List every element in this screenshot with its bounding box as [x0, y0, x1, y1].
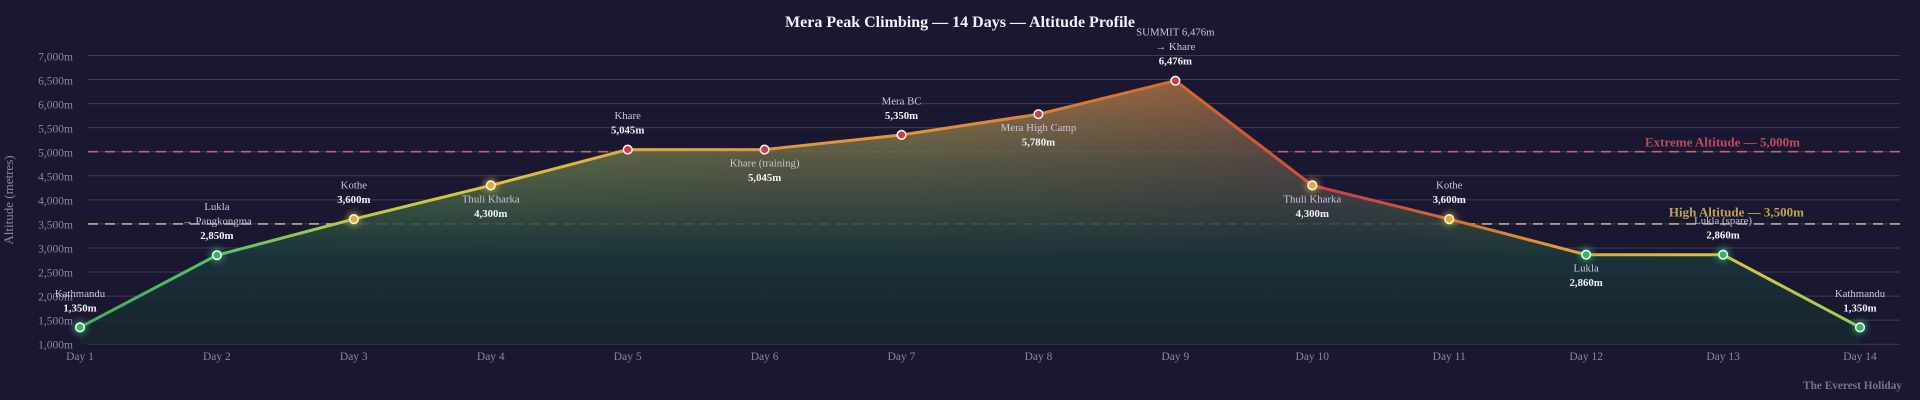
svg-text:Extreme Altitude — 5,000m: Extreme Altitude — 5,000m — [1645, 135, 1800, 150]
svg-text:5,045m: 5,045m — [748, 172, 781, 184]
svg-text:Day 3: Day 3 — [340, 351, 368, 363]
svg-text:4,000m: 4,000m — [38, 196, 73, 208]
svg-text:Day 10: Day 10 — [1296, 351, 1330, 363]
svg-text:2,860m: 2,860m — [1706, 230, 1739, 242]
svg-text:Lukla: Lukla — [204, 201, 229, 213]
svg-text:Day 2: Day 2 — [203, 351, 231, 363]
svg-text:1,500m: 1,500m — [38, 316, 73, 328]
svg-text:Altitude (metres): Altitude (metres) — [1, 155, 16, 244]
svg-text:→ Pangkongma: → Pangkongma — [182, 216, 252, 228]
svg-text:Mera Peak Climbing — 14 Days —: Mera Peak Climbing — 14 Days — Altitude … — [785, 14, 1135, 31]
svg-text:Day 9: Day 9 — [1162, 351, 1190, 363]
svg-text:Lukla (spare): Lukla (spare) — [1694, 215, 1752, 227]
svg-text:6,500m: 6,500m — [38, 76, 73, 88]
svg-text:Day 6: Day 6 — [751, 351, 779, 363]
svg-text:Day 13: Day 13 — [1706, 351, 1740, 363]
svg-text:2,860m: 2,860m — [1570, 277, 1603, 289]
svg-text:4,300m: 4,300m — [1296, 208, 1329, 220]
svg-text:2,500m: 2,500m — [38, 268, 73, 280]
svg-text:Kathmandu: Kathmandu — [1835, 288, 1886, 300]
svg-text:5,045m: 5,045m — [611, 125, 644, 137]
svg-text:SUMMIT 6,476m: SUMMIT 6,476m — [1136, 27, 1215, 39]
svg-text:1,350m: 1,350m — [1843, 302, 1876, 314]
svg-text:5,500m: 5,500m — [38, 124, 73, 136]
svg-text:3,600m: 3,600m — [1433, 194, 1466, 206]
svg-text:Lukla: Lukla — [1574, 263, 1599, 275]
svg-text:Thuli Kharka: Thuli Kharka — [462, 193, 520, 205]
svg-text:Day 14: Day 14 — [1843, 351, 1877, 363]
svg-text:2,850m: 2,850m — [200, 230, 233, 242]
svg-text:5,780m: 5,780m — [1022, 137, 1055, 149]
svg-text:Khare: Khare — [614, 110, 641, 122]
svg-text:Kothe: Kothe — [1436, 180, 1463, 192]
svg-text:Day 11: Day 11 — [1433, 351, 1466, 363]
svg-text:Day 7: Day 7 — [888, 351, 916, 363]
svg-text:Day 1: Day 1 — [66, 351, 94, 363]
svg-text:5,000m: 5,000m — [38, 148, 73, 160]
svg-text:Kothe: Kothe — [341, 180, 368, 192]
svg-text:5,350m: 5,350m — [885, 110, 918, 122]
svg-text:4,500m: 4,500m — [38, 172, 73, 184]
svg-text:The Everest Holiday: The Everest Holiday — [1803, 380, 1902, 392]
svg-text:3,600m: 3,600m — [337, 194, 370, 206]
svg-text:3,500m: 3,500m — [38, 220, 73, 232]
svg-text:Mera BC: Mera BC — [882, 95, 922, 107]
svg-text:4,300m: 4,300m — [474, 208, 507, 220]
svg-text:Thuli Kharka: Thuli Kharka — [1283, 193, 1341, 205]
svg-text:Day 5: Day 5 — [614, 351, 642, 363]
svg-text:Day 4: Day 4 — [477, 351, 505, 363]
svg-text:1,350m: 1,350m — [63, 302, 96, 314]
svg-text:6,476m: 6,476m — [1159, 56, 1192, 68]
svg-text:Day 12: Day 12 — [1569, 351, 1603, 363]
svg-text:Day 8: Day 8 — [1025, 351, 1053, 363]
svg-text:Khare (training): Khare (training) — [730, 158, 800, 170]
svg-text:6,000m: 6,000m — [38, 100, 73, 112]
svg-text:7,000m: 7,000m — [38, 52, 73, 64]
svg-text:Mera High Camp: Mera High Camp — [1001, 122, 1077, 134]
svg-text:3,000m: 3,000m — [38, 244, 73, 256]
svg-text:1,000m: 1,000m — [38, 340, 73, 352]
svg-text:→ Khare: → Khare — [1155, 41, 1195, 53]
svg-text:Kathmandu: Kathmandu — [55, 288, 106, 300]
